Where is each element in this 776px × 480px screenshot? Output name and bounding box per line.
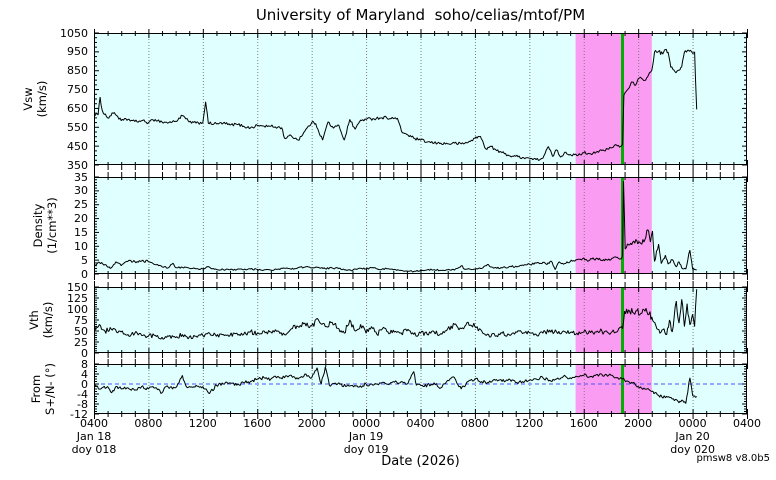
- y-tick-label: 350: [67, 158, 88, 172]
- y-axis-title-vth-line1: Vth: [27, 310, 41, 330]
- y-tick-label: 100: [67, 302, 88, 316]
- y-axis-title-vth-line2: (km/s): [41, 302, 55, 339]
- series-angle: [94, 366, 698, 404]
- y-tick-label: 950: [67, 45, 88, 59]
- highlight-region: [575, 33, 652, 165]
- y-tick-label: 0: [81, 267, 88, 281]
- x-tick-label: 1200: [515, 417, 544, 430]
- y-axis-title-angle-line1: From: [29, 375, 43, 404]
- event-line: [621, 364, 624, 414]
- x-tick-label: 1600: [243, 417, 272, 430]
- y-tick-label: 650: [67, 101, 88, 115]
- date-label: Jan 18: [76, 430, 112, 443]
- y-tick-label: 10: [74, 239, 88, 253]
- doy-label: doy 018: [71, 443, 117, 456]
- y-tick-label: 50: [74, 324, 88, 338]
- x-tick-label: 0400: [80, 417, 108, 430]
- x-tick-label: 2000: [624, 417, 653, 430]
- y-tick-label: 125: [67, 291, 88, 305]
- event-line: [621, 33, 624, 165]
- y-tick-label: 0: [81, 346, 88, 360]
- y-axis-title-angle-line2: S+/N- (°): [43, 363, 57, 415]
- event-line: [621, 287, 624, 353]
- layer-axes: Vsw (km/s)Density (1/cm**3)Vth (km/s)From S+…: [21, 29, 748, 419]
- y-tick-label: 550: [67, 120, 88, 134]
- x-tick-label: 0400: [406, 417, 435, 430]
- series-vth: [94, 289, 698, 340]
- y-tick-label: 750: [67, 83, 88, 97]
- y-tick-label: 850: [67, 64, 88, 78]
- x-tick-label: 1200: [188, 417, 217, 430]
- highlight-region: [575, 287, 652, 353]
- y-tick-label: 150: [67, 280, 88, 294]
- y-tick-label: 8: [81, 357, 88, 371]
- y-tick-label: 20: [74, 212, 88, 226]
- layer-bg: [94, 33, 747, 414]
- y-tick-label: 30: [74, 184, 88, 198]
- y-tick-label: 25: [74, 335, 88, 349]
- y-tick-label: 4: [81, 367, 88, 381]
- doy-label: doy 020: [670, 443, 715, 456]
- y-axis-title-density-line2: (1/cm**3): [45, 197, 59, 254]
- x-axis-title: Date (2026): [381, 454, 460, 469]
- date-label: Jan 20: [675, 430, 710, 443]
- version-tag: pmsw8 v8.0b5: [696, 453, 770, 464]
- layer-data: [94, 48, 698, 404]
- y-tick-label: -12: [70, 407, 88, 421]
- y-tick-label: 35: [74, 170, 88, 184]
- series-vsw: [94, 48, 698, 161]
- y-tick-label: -8: [77, 397, 88, 411]
- y-tick-label: 25: [74, 198, 88, 212]
- x-tick-label: 0800: [134, 417, 163, 430]
- y-tick-label: -4: [77, 387, 88, 401]
- y-tick-label: 0: [81, 377, 88, 391]
- highlight-region: [575, 177, 652, 274]
- x-tick-label: 0000: [352, 417, 381, 430]
- y-tick-label: 15: [74, 225, 88, 239]
- y-axis-title-vsw-line2: (km/s): [35, 81, 49, 118]
- date-label: Jan 19: [348, 430, 384, 443]
- x-tick-label: 0400: [733, 417, 761, 430]
- y-axis-title-vsw-line1: Vsw: [21, 87, 35, 110]
- highlight-region: [575, 364, 652, 414]
- y-tick-label: 450: [67, 139, 88, 153]
- y-tick-label: 5: [81, 253, 88, 267]
- series-density: [94, 181, 697, 273]
- chart-title: University of Maryland soho/celias/mtof/…: [255, 6, 586, 24]
- y-axis-title-density-line1: Density: [31, 203, 45, 247]
- x-tick-label: 0800: [460, 417, 489, 430]
- y-tick-label: 1050: [60, 26, 88, 40]
- y-tick-label: 75: [74, 313, 88, 327]
- doy-label: doy 019: [343, 443, 389, 456]
- x-tick-label: 1600: [569, 417, 598, 430]
- x-tick-label: 0000: [678, 417, 707, 430]
- x-tick-label: 2000: [297, 417, 326, 430]
